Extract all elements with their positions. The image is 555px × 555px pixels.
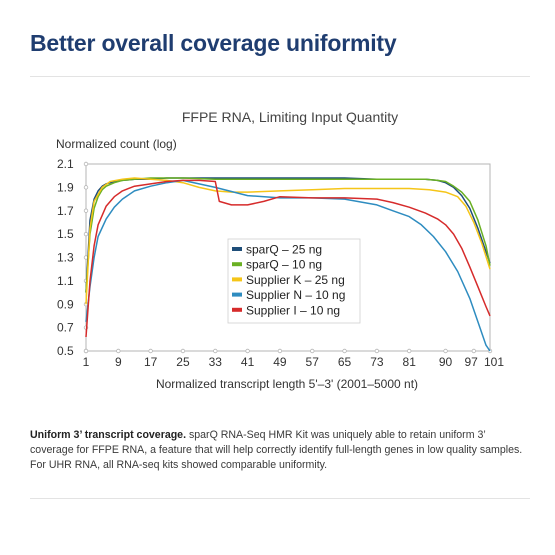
coverage-line-chart: FFPE RNA, Limiting Input Quantity Normal… [56,109,504,391]
x-tick-label: 97 [464,355,478,369]
x-tick-mark [116,348,121,354]
y-tick-label: 2.1 [57,157,74,171]
x-tick-mark [310,348,315,354]
x-tick-mark [277,348,283,354]
legend-swatch [232,247,242,251]
x-tick-label: 17 [144,355,158,369]
x-tick-mark [83,348,89,354]
x-tick-label: 49 [273,355,287,369]
x-tick-label: 101 [484,355,504,369]
x-tick-label: 1 [83,355,90,369]
chart-series-lines [85,177,491,352]
chart-title: FFPE RNA, Limiting Input Quantity [182,109,398,125]
legend-swatch [232,277,242,282]
x-tick-mark [471,348,477,354]
legend-entry: Supplier K – 25 ng [246,273,345,287]
y-tick-label: 1.5 [57,227,74,241]
x-tick-label: 65 [338,355,352,369]
legend-swatch [232,292,242,297]
y-tick-label: 1.1 [57,274,74,288]
series-line-2 [85,177,491,293]
legend-entry: Supplier N – 10 ng [246,288,345,302]
series-line-3 [85,177,491,305]
x-tick-mark [180,348,186,354]
y-tick-label: 0.7 [57,321,74,335]
y-tick-label: 0.5 [57,344,74,358]
legend-entry: sparQ – 25 ng [246,243,322,257]
y-tick-label: 1.7 [57,204,74,218]
x-tick-label: 9 [115,355,122,369]
x-tick-mark [213,348,218,354]
legend-box [227,238,361,324]
series-line-4 [85,179,491,352]
legend-entry: sparQ – 10 ng [246,258,322,272]
figure-caption: Uniform 3’ transcript coverage. sparQ RN… [30,428,530,473]
caption-body: sparQ RNA-Seq HMR Kit was uniquely able … [30,429,523,472]
x-tick-label: 90 [439,355,453,369]
x-tick-mark [407,348,412,354]
x-tick-label: 25 [176,355,190,369]
x-tick-label: 33 [209,355,223,369]
x-tick-label: 81 [403,355,417,369]
chart-axes: 0.5 0.7 0.9 1.1 1.3 1.5 1.7 1.9 2.1 1 9 17 25 33 41 49 5… [57,157,504,369]
x-tick-label: 57 [306,355,320,369]
y-tick-label: 1.9 [57,180,74,194]
y-tick-mark [83,185,89,190]
legend-swatch [232,262,242,267]
y-axis-label: Normalized count (log) [56,137,177,151]
y-tick-mark [83,208,89,213]
top-divider [30,76,530,77]
caption-lead: Uniform 3’ transcript coverage. [30,429,187,441]
x-tick-mark [374,348,380,354]
y-tick-label: 1.3 [57,251,74,265]
x-axis-label: Normalized transcript length 5'–3' (2001… [156,377,418,391]
section-heading: Better overall coverage uniformity [30,30,397,56]
x-tick-mark [443,348,448,354]
x-tick-label: 41 [241,355,255,369]
legend-entry: Supplier I – 10 ng [246,303,340,317]
y-tick-label: 0.9 [57,297,74,311]
y-tick-mark [83,231,89,237]
y-tick-mark [83,161,89,167]
bottom-divider [30,498,530,499]
legend-swatch [232,307,242,312]
x-tick-mark [245,348,250,354]
x-tick-label: 73 [370,355,384,369]
series-line-5 [85,179,491,338]
x-tick-mark [148,348,153,354]
x-tick-mark [342,348,347,354]
